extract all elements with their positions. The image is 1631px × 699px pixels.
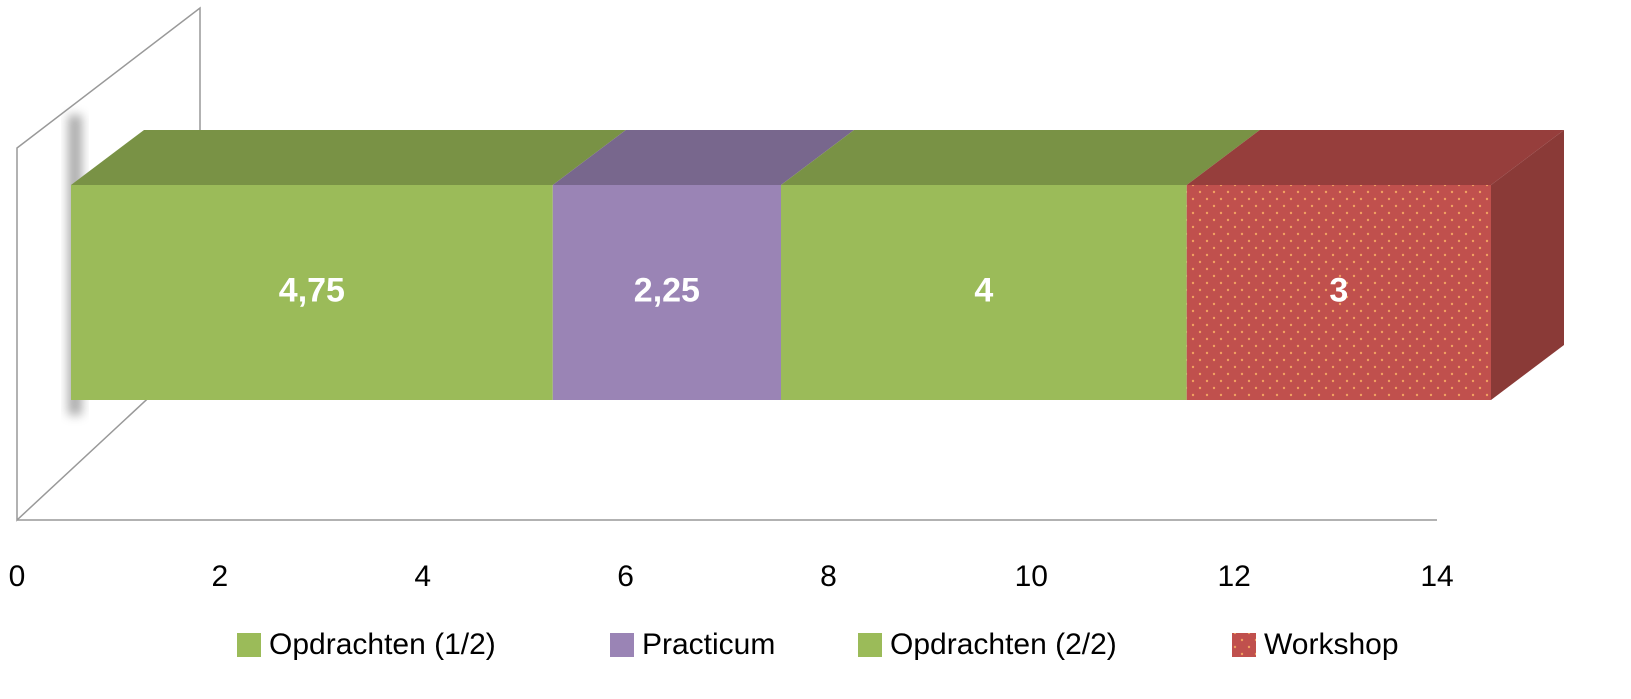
legend-label: Practicum (642, 628, 775, 661)
legend-swatch (237, 633, 261, 657)
bar-top (781, 130, 1260, 185)
data-label: 4,75 (279, 271, 345, 309)
x-tick-label: 4 (414, 560, 431, 593)
bar-top (1186, 130, 1564, 185)
bar (781, 185, 1187, 400)
legend-label: Workshop (1264, 628, 1399, 661)
x-tick-label: 14 (1420, 560, 1453, 593)
legend-swatch (858, 633, 882, 657)
legend-swatch (610, 633, 634, 657)
x-tick-label: 10 (1015, 560, 1048, 593)
bar-top (552, 130, 854, 185)
data-label: 3 (1329, 271, 1348, 309)
x-tick-label: 12 (1217, 560, 1250, 593)
bar-top (71, 130, 626, 185)
data-label: 2,25 (634, 271, 700, 309)
x-tick-label: 0 (9, 560, 26, 593)
x-tick-label: 2 (212, 560, 229, 593)
bar-side (1491, 130, 1564, 400)
data-label: 4 (974, 271, 993, 309)
x-tick-label: 6 (617, 560, 634, 593)
bar (1186, 185, 1491, 400)
bar (71, 185, 553, 400)
bar (552, 185, 781, 400)
legend-label: Opdrachten (2/2) (890, 628, 1117, 661)
legend-label: Opdrachten (1/2) (269, 628, 496, 661)
legend-swatch (1232, 633, 1256, 657)
x-tick-label: 8 (820, 560, 837, 593)
